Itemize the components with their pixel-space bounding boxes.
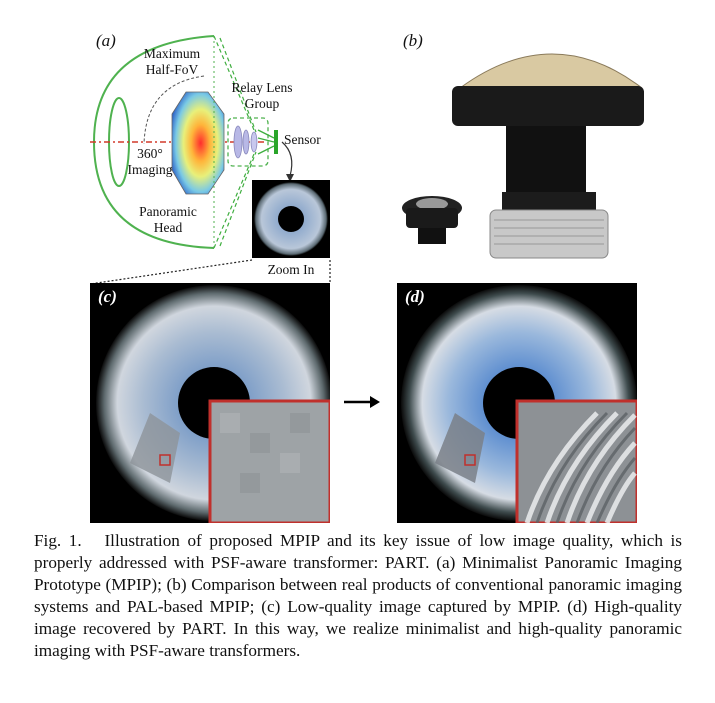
label-max-fov: Maximum Half-FoV — [143, 46, 201, 77]
low-quality-image — [90, 283, 330, 523]
panel-label-d: (d) — [405, 287, 425, 306]
sensor-bar — [274, 130, 278, 154]
label-panoramic-head: Panoramic Head — [139, 204, 197, 235]
product-photo — [402, 53, 644, 259]
panoramic-head-lens — [171, 91, 225, 195]
panel-label-c: (c) — [98, 287, 117, 306]
panel-label-a: (a) — [96, 31, 116, 50]
zoom-connector — [89, 259, 331, 285]
zoom-source-image — [252, 180, 330, 258]
arrow-icon — [344, 396, 380, 408]
caption-text: Illustration of proposed MPIP and its ke… — [34, 531, 682, 660]
label-zoom-in: Zoom In — [267, 262, 315, 277]
panel-label-b: (b) — [403, 31, 423, 50]
high-quality-image — [397, 283, 637, 523]
label-sensor: Sensor — [284, 132, 321, 147]
label-relay-lens: Relay Lens Group — [231, 80, 293, 111]
optical-diagram — [90, 35, 294, 249]
label-360-imaging: 360° Imaging — [127, 146, 173, 177]
relay-lens-box — [227, 117, 269, 167]
figure-label: Fig. 1. — [34, 531, 82, 550]
figure-caption: Fig. 1. Illustration of proposed MPIP an… — [34, 530, 682, 662]
